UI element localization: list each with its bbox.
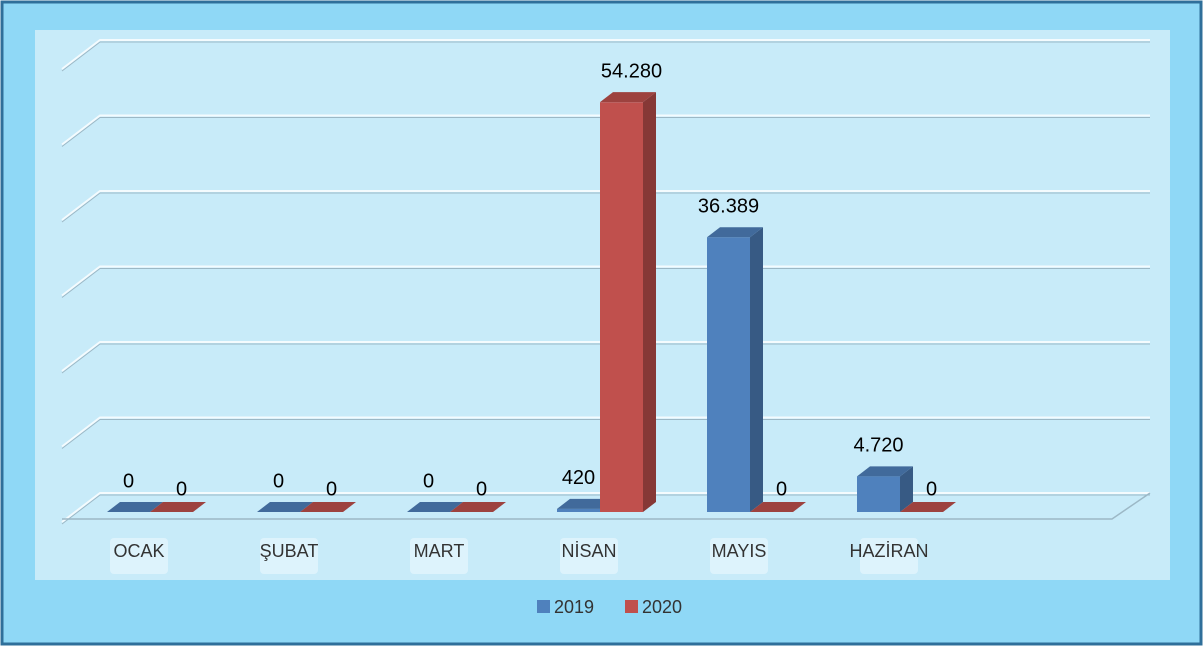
bar-top bbox=[707, 227, 763, 238]
x-tick-label: ŞUBAT bbox=[260, 541, 319, 561]
bar-front bbox=[600, 102, 643, 512]
data-label: 4.720 bbox=[853, 435, 903, 457]
data-label: 0 bbox=[123, 470, 134, 492]
grid-line bbox=[61, 416, 1150, 448]
data-label: 0 bbox=[326, 478, 337, 500]
bar-front bbox=[557, 508, 600, 512]
grid-line-shadow bbox=[61, 343, 1150, 374]
data-label: 36.389 bbox=[698, 196, 759, 218]
bar-front bbox=[707, 237, 750, 512]
data-label: 0 bbox=[476, 478, 487, 500]
bar-side bbox=[900, 466, 913, 512]
data-label: 0 bbox=[776, 478, 787, 500]
legend-swatch bbox=[537, 600, 550, 613]
legend-label: 2019 bbox=[554, 597, 594, 617]
data-label: 0 bbox=[423, 470, 434, 492]
bar-side bbox=[643, 92, 656, 512]
legend-swatch bbox=[625, 600, 638, 613]
grid-line-shadow bbox=[61, 268, 1150, 298]
grid-line-shadow bbox=[61, 117, 1150, 147]
grid-line bbox=[61, 190, 1150, 221]
grid-line-shadow bbox=[61, 494, 1150, 525]
x-tick-label: NİSAN bbox=[561, 541, 616, 561]
bar-top bbox=[900, 502, 956, 512]
grid-line bbox=[61, 492, 1150, 523]
grid-line bbox=[61, 114, 1150, 146]
category-glow bbox=[260, 538, 318, 574]
grid-line-shadow bbox=[61, 419, 1150, 449]
bar-top bbox=[450, 502, 506, 512]
grid-line bbox=[61, 39, 1150, 70]
data-label: 0 bbox=[926, 478, 937, 500]
category-glow bbox=[410, 538, 468, 574]
data-label: 420 bbox=[562, 467, 595, 489]
data-label: 0 bbox=[176, 478, 187, 500]
legend-label: 2020 bbox=[642, 597, 682, 617]
category-glow bbox=[860, 538, 918, 574]
category-glow bbox=[560, 538, 618, 574]
bar-top bbox=[600, 92, 656, 103]
bar-top bbox=[150, 502, 206, 512]
bar-top bbox=[557, 498, 613, 509]
grid-line-shadow bbox=[61, 41, 1150, 72]
bar-top bbox=[407, 502, 463, 512]
bar-side bbox=[750, 227, 763, 512]
data-label: 0 bbox=[273, 470, 284, 492]
x-tick-label: OCAK bbox=[113, 541, 164, 561]
bar-top bbox=[107, 502, 163, 512]
grid-line bbox=[61, 265, 1150, 297]
x-tick-label: HAZİRAN bbox=[849, 541, 928, 561]
floor bbox=[62, 492, 1151, 520]
bar-top bbox=[750, 502, 806, 512]
data-label: 54.280 bbox=[601, 60, 662, 82]
category-glow bbox=[710, 538, 768, 574]
bar-front bbox=[857, 476, 900, 512]
grid-line-shadow bbox=[61, 192, 1150, 223]
x-tick-label: MART bbox=[414, 541, 465, 561]
category-glow bbox=[110, 538, 168, 574]
grid-line bbox=[61, 341, 1150, 372]
bar-top bbox=[300, 502, 356, 512]
x-tick-label: MAYIS bbox=[712, 541, 767, 561]
bar-top bbox=[857, 466, 913, 477]
bar-top bbox=[257, 502, 313, 512]
